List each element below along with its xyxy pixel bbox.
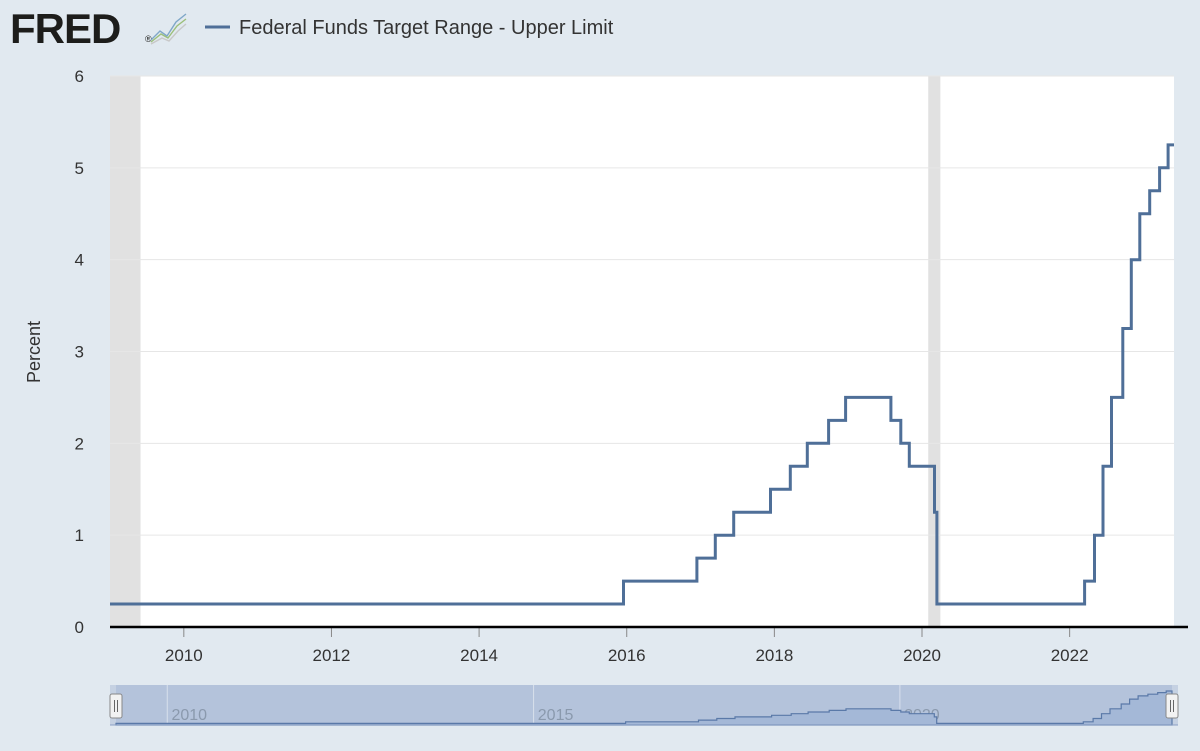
navigator-selection[interactable] <box>116 685 1172 725</box>
gridlines <box>110 75 1174 536</box>
navigator-background <box>110 685 1178 725</box>
x-tick-label-2020: 2020 <box>903 646 941 665</box>
y-tick-label-5: 5 <box>75 159 84 178</box>
range-navigator[interactable]: 201020152020 <box>109 685 1179 726</box>
legend-label: Federal Funds Target Range - Upper Limit <box>239 17 614 39</box>
y-tick-label-0: 0 <box>75 618 84 637</box>
x-tick-label-2022: 2022 <box>1051 646 1089 665</box>
line-chart-icon <box>150 13 187 45</box>
x-tick-label-2010: 2010 <box>165 646 203 665</box>
x-tick-label-2018: 2018 <box>755 646 793 665</box>
fred-logo[interactable]: FRED ® <box>10 5 187 52</box>
navigator-handle-left[interactable] <box>109 693 123 719</box>
y-tick-label-6: 6 <box>75 67 84 86</box>
y-tick-label-2: 2 <box>75 434 84 453</box>
series-line-fed-funds-upper[interactable] <box>110 143 1174 606</box>
logo-text: FRED <box>10 5 120 52</box>
navigator-series-area <box>115 690 1173 726</box>
y-axis-ticks: 0 1 2 3 4 5 6 <box>75 67 84 637</box>
y-axis-label: Percent <box>24 321 44 383</box>
logo-registered-mark: ® <box>145 34 152 44</box>
nav-label-2010: 2010 <box>171 707 207 724</box>
x-axis-ticks: 2010 2012 2014 2016 2018 2020 2022 <box>165 627 1089 665</box>
navigator-handle-right[interactable] <box>1165 693 1179 719</box>
legend: Federal Funds Target Range - Upper Limit <box>205 17 614 39</box>
nav-label-2015: 2015 <box>538 707 574 724</box>
y-tick-label-4: 4 <box>75 251 84 270</box>
x-tick-label-2012: 2012 <box>313 646 351 665</box>
x-tick-label-2016: 2016 <box>608 646 646 665</box>
y-tick-label-1: 1 <box>75 526 84 545</box>
x-tick-label-2014: 2014 <box>460 646 498 665</box>
y-tick-label-3: 3 <box>75 343 84 362</box>
